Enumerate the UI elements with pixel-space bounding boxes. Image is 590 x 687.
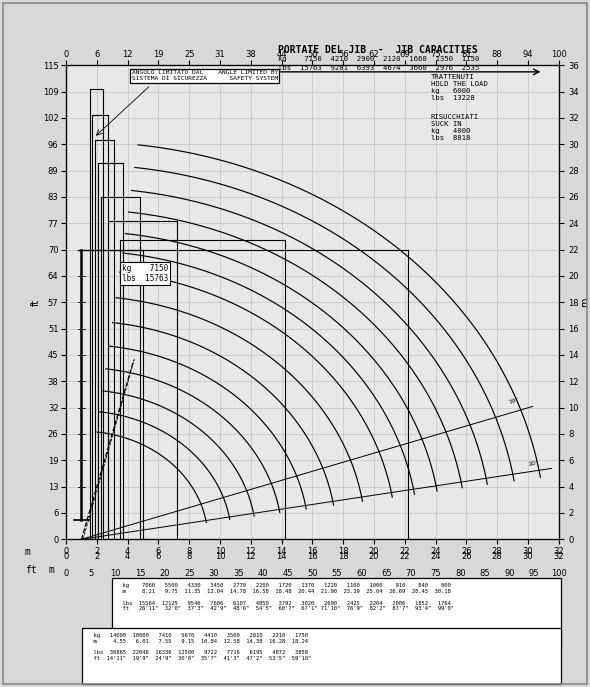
Text: 8: 8 (186, 552, 192, 561)
Text: 10: 10 (110, 569, 120, 578)
Text: 80: 80 (455, 569, 466, 578)
Text: 20: 20 (159, 569, 170, 578)
Text: 5: 5 (88, 569, 93, 578)
Text: 100: 100 (551, 569, 566, 578)
Text: m: m (48, 565, 54, 574)
Text: ft: ft (25, 565, 37, 574)
Text: 60: 60 (356, 569, 367, 578)
Text: 6: 6 (156, 552, 161, 561)
Text: ANGOLO LIMITATO DAL    ANGLE LIMITED BY
SISTEMA DI SICUREZZA      SAFETY SYSTEM: ANGOLO LIMITATO DAL ANGLE LIMITED BY SIS… (132, 70, 278, 81)
Text: 26: 26 (461, 552, 471, 561)
Text: 75: 75 (430, 569, 441, 578)
Text: 25: 25 (184, 569, 195, 578)
Text: 90: 90 (504, 569, 514, 578)
Text: 40: 40 (258, 569, 268, 578)
Text: 18: 18 (338, 552, 349, 561)
Text: 30: 30 (208, 569, 219, 578)
Y-axis label: m: m (581, 297, 590, 307)
Text: 30: 30 (523, 552, 533, 561)
Text: 15: 15 (135, 569, 145, 578)
Text: 10: 10 (215, 552, 225, 561)
Text: 24: 24 (430, 552, 441, 561)
Text: RISUCCHIATI
SUCK IN
kg   4000
lbs  8818: RISUCCHIATI SUCK IN kg 4000 lbs 8818 (431, 114, 478, 141)
Text: lbs  15763  9281  6393  4674  3660  2976  2535: lbs 15763 9281 6393 4674 3660 2976 2535 (278, 65, 479, 71)
Text: 20: 20 (369, 552, 379, 561)
Text: 0: 0 (64, 552, 68, 561)
Text: 10°: 10° (527, 460, 539, 467)
Text: 45: 45 (283, 569, 293, 578)
Text: kg    7150  4210  2900  2120  1660  1350  1150: kg 7150 4210 2900 2120 1660 1350 1150 (278, 56, 479, 63)
Text: 22: 22 (399, 552, 410, 561)
Text: 14: 14 (276, 552, 287, 561)
Text: kg    7150
lbs  15763: kg 7150 lbs 15763 (122, 264, 168, 283)
Text: 0: 0 (64, 569, 68, 578)
Text: 28: 28 (492, 552, 503, 561)
Text: m: m (25, 548, 31, 557)
Text: 70: 70 (405, 569, 417, 578)
Text: 65: 65 (381, 569, 392, 578)
Text: 2: 2 (94, 552, 100, 561)
Text: TRATTENUTI
HOLD THE LOAD
kg   6000
lbs  13228: TRATTENUTI HOLD THE LOAD kg 6000 lbs 132… (431, 74, 487, 101)
Text: 16: 16 (307, 552, 318, 561)
Text: 35: 35 (233, 569, 244, 578)
Text: 19°: 19° (509, 397, 520, 405)
Y-axis label: ft: ft (31, 299, 41, 306)
Text: 12: 12 (245, 552, 256, 561)
Text: PORTATE DEL JIB  -  JIB CAPACITIES: PORTATE DEL JIB - JIB CAPACITIES (278, 45, 478, 55)
Text: 4: 4 (125, 552, 130, 561)
Text: kg    7060   5500   4330   3450   2770   2200   1720   1370   1220   1100   1000: kg 7060 5500 4330 3450 2770 2200 1720 13… (116, 583, 454, 611)
Text: 50: 50 (307, 569, 317, 578)
Text: 85: 85 (480, 569, 490, 578)
Text: 55: 55 (332, 569, 342, 578)
Text: 95: 95 (529, 569, 539, 578)
Text: kg   14000  10000   7410   5670   4410   3500   2810   2210   1750
  m     4.55 : kg 14000 10000 7410 5670 4410 3500 2810 … (87, 633, 311, 661)
Text: 32: 32 (553, 552, 564, 561)
